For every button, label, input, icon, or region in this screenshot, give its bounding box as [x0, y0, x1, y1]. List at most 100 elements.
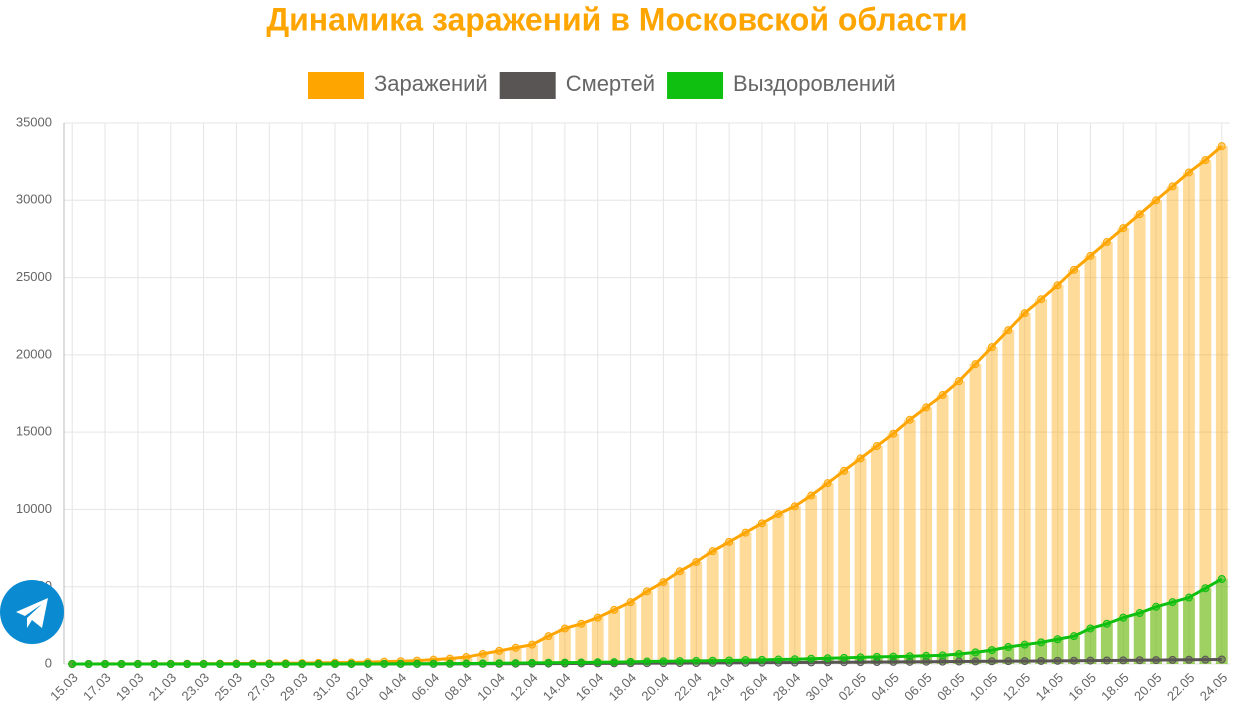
point [987, 646, 996, 655]
bar [1100, 242, 1113, 664]
point [889, 429, 898, 438]
point [725, 656, 734, 665]
bar [1051, 639, 1064, 664]
point [1020, 640, 1029, 649]
point [101, 660, 110, 668]
y-tick-label: 35000 [16, 114, 52, 129]
point [1053, 281, 1062, 290]
point [708, 547, 717, 556]
point [1152, 196, 1161, 205]
point [593, 658, 602, 667]
point [429, 659, 438, 668]
point [1217, 574, 1226, 583]
bar [953, 381, 965, 664]
bar [690, 561, 703, 664]
point [216, 660, 225, 668]
point [1201, 156, 1210, 165]
point [478, 649, 487, 658]
point [643, 587, 651, 596]
point [478, 659, 487, 668]
bar [673, 571, 686, 664]
point [199, 660, 208, 668]
point [544, 658, 553, 667]
point [528, 640, 537, 649]
point [905, 652, 914, 661]
point [856, 653, 865, 662]
point [1217, 142, 1226, 151]
point [1102, 238, 1111, 247]
point [1201, 584, 1210, 593]
bar [1199, 588, 1212, 664]
y-tick-label: 15000 [16, 424, 52, 439]
bar [641, 591, 653, 664]
point [1020, 657, 1029, 666]
point [610, 658, 619, 667]
bar [591, 617, 604, 664]
bar [558, 628, 571, 664]
point [1086, 624, 1095, 633]
bar [1117, 228, 1130, 664]
x-tick-label: 23.03 [179, 670, 213, 704]
point [330, 659, 339, 668]
point [971, 648, 980, 657]
point [281, 660, 290, 668]
bar [887, 433, 900, 664]
point [1168, 655, 1177, 664]
point [938, 391, 947, 400]
point [1086, 251, 1095, 260]
point [1168, 598, 1177, 607]
point [626, 598, 635, 607]
point [1069, 656, 1078, 665]
point [741, 528, 750, 537]
point [807, 491, 816, 500]
x-tick-label: 02.05 [835, 670, 869, 704]
x-tick-label: 18.05 [1098, 670, 1132, 704]
bar [1035, 299, 1048, 664]
point [1184, 655, 1193, 664]
x-tick-label: 31.03 [310, 670, 344, 704]
bar [969, 364, 982, 664]
point [577, 619, 586, 628]
point [183, 660, 192, 668]
point [544, 632, 553, 641]
bar [608, 609, 621, 664]
x-tick-label: 22.05 [1164, 670, 1198, 704]
y-tick-label: 0 [45, 655, 52, 670]
point [610, 605, 619, 614]
bar [1084, 255, 1097, 664]
telegram-button[interactable] [0, 580, 64, 644]
bar [838, 470, 850, 664]
x-tick-label: 06.05 [901, 670, 935, 704]
point [725, 537, 734, 546]
bar [1035, 642, 1048, 664]
point [593, 613, 602, 622]
x-tick-label: 25.03 [211, 670, 245, 704]
x-tick-label: 15.03 [47, 670, 81, 704]
point [445, 659, 454, 668]
point [1037, 656, 1046, 665]
bar [1084, 628, 1097, 664]
point [872, 652, 881, 661]
point [560, 658, 569, 667]
bar [624, 602, 637, 664]
x-tick-label: 08.05 [934, 670, 968, 704]
bar [1215, 146, 1228, 664]
point [659, 657, 668, 666]
point [1102, 619, 1111, 628]
point [790, 655, 799, 664]
point [1184, 168, 1193, 177]
bar [723, 541, 736, 664]
bar [476, 653, 489, 664]
telegram-icon [16, 598, 48, 628]
legend-label: Выздоровлений [733, 71, 896, 96]
legend-label: Смертей [566, 71, 655, 96]
point [363, 659, 372, 668]
bar [1150, 606, 1163, 664]
point [1119, 656, 1128, 665]
point [675, 657, 684, 666]
point [643, 657, 651, 666]
x-tick-label: 06.04 [408, 670, 442, 704]
point [495, 659, 504, 668]
point [462, 653, 471, 662]
point [1053, 656, 1062, 665]
